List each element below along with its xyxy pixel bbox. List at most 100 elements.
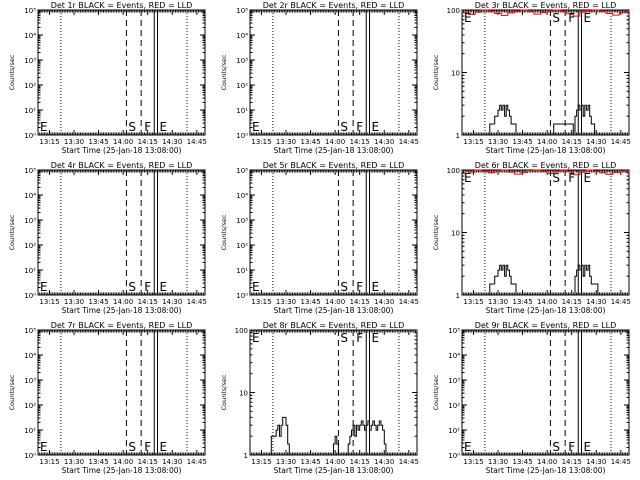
marker-e-start: E — [252, 120, 260, 134]
y-tick-label: 10⁴ — [448, 352, 460, 360]
y-tick-label: 10¹ — [24, 427, 36, 435]
panel-title: Det 7r BLACK = Events, RED = LLD — [51, 321, 193, 330]
x-tick-label: 14:45 — [187, 458, 207, 466]
y-tick-label: 10³ — [236, 217, 248, 225]
series-events-black — [250, 416, 417, 456]
marker-e-end: E — [584, 11, 592, 25]
x-tick-label: 13:30 — [276, 458, 296, 466]
x-tick-label: 13:15 — [251, 298, 271, 306]
x-tick-label: 14:45 — [187, 138, 207, 146]
x-tick-label: 14:45 — [187, 298, 207, 306]
x-tick-label: 13:30 — [488, 298, 508, 306]
x-tick-label: 14:30 — [374, 138, 394, 146]
x-tick-label: 13:15 — [463, 298, 483, 306]
y-tick-label: 10¹ — [24, 107, 36, 115]
x-axis-label: Start Time (25-Jan-18 13:08:00) — [486, 306, 606, 315]
plot-frame — [37, 169, 206, 296]
marker-f: F — [144, 280, 151, 294]
marker-e-start: E — [252, 331, 260, 345]
x-tick-label: 14:30 — [374, 458, 394, 466]
marker-f: F — [568, 171, 575, 185]
marker-s: S — [552, 171, 560, 185]
x-tick-label: 14:15 — [350, 298, 370, 306]
marker-e-end: E — [160, 280, 168, 294]
x-tick-label: 13:30 — [64, 298, 84, 306]
marker-e-end: E — [160, 440, 168, 454]
marker-s: S — [128, 120, 136, 134]
y-axis-label: Counts/sec — [8, 374, 16, 410]
y-tick-label: 10 — [451, 230, 460, 238]
y-tick-label: 10⁰ — [24, 292, 36, 300]
y-tick-label: 10² — [236, 82, 248, 90]
plot-frame — [461, 329, 630, 456]
x-tick-label: 13:45 — [300, 458, 320, 466]
y-tick-label: 10³ — [448, 377, 460, 385]
marker-e-start: E — [464, 171, 472, 185]
x-tick-label: 14:30 — [162, 298, 182, 306]
x-tick-label: 14:00 — [325, 298, 345, 306]
y-tick-label: 10² — [24, 242, 36, 250]
x-tick-label: 14:15 — [138, 138, 158, 146]
panel-det-5: Det 5r BLACK = Events, RED = LLD 10⁰ 10¹ 10… — [220, 161, 419, 315]
y-tick-label: 10⁵ — [24, 327, 36, 335]
y-axis-label: Counts/sec — [432, 374, 440, 410]
y-tick-label: 10⁴ — [24, 352, 36, 360]
x-tick-label: 13:45 — [300, 298, 320, 306]
x-tick-label: 14:45 — [399, 298, 419, 306]
y-tick-label: 1 — [456, 292, 460, 300]
marker-e-start: E — [40, 440, 48, 454]
y-tick-label: 10⁰ — [236, 292, 248, 300]
y-axis-label: Counts/sec — [220, 374, 228, 410]
x-tick-label: 14:45 — [611, 138, 631, 146]
y-tick-label: 10⁴ — [24, 192, 36, 200]
x-axis-label: Start Time (25-Jan-18 13:08:00) — [274, 306, 394, 315]
x-tick-label: 13:30 — [488, 138, 508, 146]
x-axis-label: Start Time (25-Jan-18 13:08:00) — [274, 146, 394, 155]
series-events-black — [462, 104, 629, 136]
y-tick-label: 10³ — [24, 377, 36, 385]
marker-s: S — [128, 440, 136, 454]
y-tick-label: 1 — [456, 132, 460, 140]
x-tick-label: 14:15 — [350, 458, 370, 466]
panel-det-3: Det 3r BLACK = Events, RED = LLD 1 10 100 Co… — [432, 1, 631, 155]
x-tick-label: 14:00 — [113, 298, 133, 306]
x-tick-label: 14:15 — [350, 138, 370, 146]
plot-frame — [249, 169, 418, 296]
y-tick-label: 10¹ — [236, 107, 248, 115]
x-tick-label: 13:15 — [251, 458, 271, 466]
marker-e-start: E — [252, 280, 260, 294]
x-tick-label: 14:30 — [162, 458, 182, 466]
marker-e-start: E — [40, 120, 48, 134]
panel-title: Det 6r BLACK = Events, RED = LLD — [475, 161, 617, 170]
x-tick-label: 13:30 — [276, 298, 296, 306]
y-axis-label: Counts/sec — [432, 54, 440, 90]
x-tick-label: 13:45 — [88, 138, 108, 146]
panel-title: Det 2r BLACK = Events, RED = LLD — [263, 1, 405, 10]
marker-e-end: E — [372, 280, 380, 294]
y-tick-label: 10⁵ — [236, 167, 248, 175]
plot-frame — [37, 329, 206, 456]
x-tick-label: 13:30 — [488, 458, 508, 466]
y-tick-label: 10⁵ — [24, 167, 36, 175]
marker-f: F — [144, 120, 151, 134]
marker-f: F — [568, 11, 575, 25]
marker-f: F — [356, 280, 363, 294]
panel-title: Det 4r BLACK = Events, RED = LLD — [51, 161, 193, 170]
panel-det-9: Det 9r BLACK = Events, RED = LLD 10⁰ 10¹ 10… — [432, 321, 631, 475]
y-axis-label: Counts/sec — [432, 214, 440, 250]
y-axis-label: Counts/sec — [8, 214, 16, 250]
plot-frame — [461, 9, 630, 136]
panel-title: Det 1r BLACK = Events, RED = LLD — [51, 1, 193, 10]
x-tick-label: 14:15 — [562, 138, 582, 146]
series-lld-red — [462, 169, 630, 176]
marker-s: S — [340, 120, 348, 134]
x-tick-label: 13:15 — [39, 458, 59, 466]
marker-e-end: E — [584, 171, 592, 185]
x-tick-label: 14:45 — [611, 298, 631, 306]
x-axis-label: Start Time (25-Jan-18 13:08:00) — [486, 466, 606, 475]
y-tick-label: 10⁰ — [24, 452, 36, 460]
y-tick-label: 10² — [24, 402, 36, 410]
y-tick-label: 10² — [24, 82, 36, 90]
marker-s: S — [552, 440, 560, 454]
